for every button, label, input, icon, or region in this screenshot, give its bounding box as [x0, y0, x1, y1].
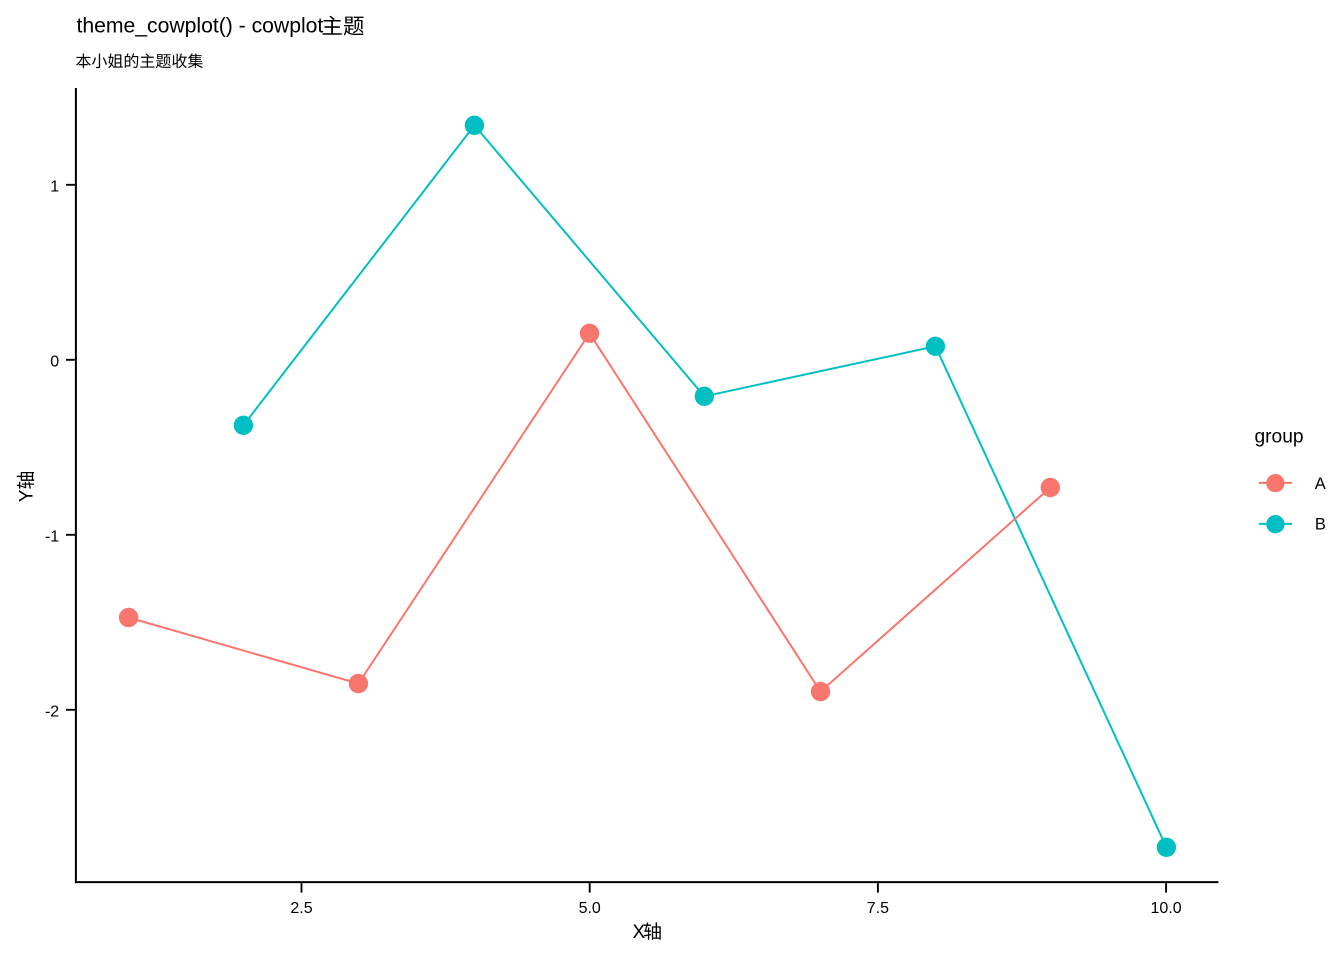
svg-text:B: B [1315, 516, 1326, 534]
svg-text:X: X [633, 922, 646, 943]
svg-text:0: 0 [50, 353, 59, 370]
svg-text:-1: -1 [45, 528, 59, 545]
svg-text:theme_cowplot() - cowplot: theme_cowplot() - cowplot [77, 14, 324, 37]
svg-text:1: 1 [50, 178, 59, 195]
svg-text:2.5: 2.5 [290, 900, 312, 917]
svg-text:5.0: 5.0 [579, 900, 601, 917]
svg-text:7.5: 7.5 [867, 900, 889, 917]
svg-text:10.0: 10.0 [1151, 900, 1182, 917]
svg-text:group: group [1255, 426, 1304, 447]
svg-text:Y: Y [16, 489, 37, 502]
svg-text:-2: -2 [45, 703, 59, 720]
svg-text:A: A [1315, 475, 1326, 493]
